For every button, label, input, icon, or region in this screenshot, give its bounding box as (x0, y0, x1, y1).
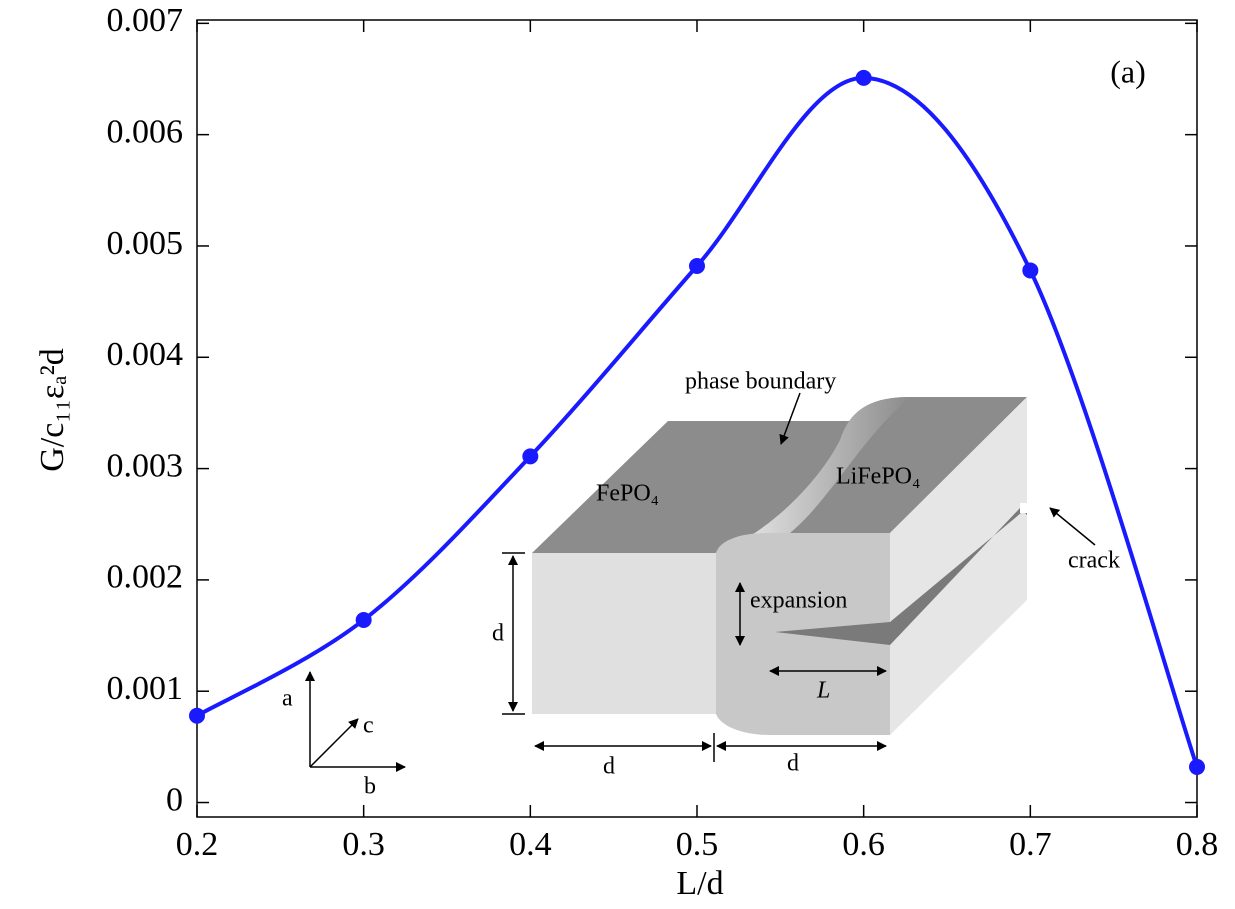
marker (522, 448, 539, 465)
x-axis-label: L/d (676, 865, 723, 902)
label: LiFePO₄ (836, 464, 920, 490)
y-tick-label: 0.006 (107, 113, 184, 150)
marker (689, 258, 705, 275)
left-front-face (532, 553, 716, 714)
marker (1189, 758, 1205, 775)
x-tick-label: 0.2 (176, 826, 219, 863)
x-tick-label: 0.8 (1176, 826, 1219, 863)
pointer-arrow (1049, 507, 1096, 546)
label: d (787, 751, 799, 777)
y-tick-label: 0 (166, 781, 183, 818)
label: d (603, 754, 615, 780)
y-axis-label: G/c₁₁εₐ²d (34, 348, 71, 472)
y-tick-label: 0.005 (107, 225, 184, 262)
label: phase boundary (685, 369, 836, 395)
marker (189, 707, 205, 724)
x-tick-label: 0.7 (1009, 826, 1052, 863)
annotation: (a) (1110, 53, 1146, 89)
x-tick-label: 0.5 (676, 826, 719, 863)
y-tick-label: 0.004 (107, 336, 184, 373)
y-tick-label: 0.001 (107, 670, 184, 707)
label: a (282, 686, 293, 712)
left-top-face (532, 421, 880, 553)
y-tick-label: 0.002 (107, 559, 184, 596)
axis-arrow (309, 718, 359, 768)
label: crack (1068, 548, 1120, 574)
label: b (364, 774, 376, 800)
boundary-bulge (716, 397, 910, 553)
pointer-arrow (779, 392, 801, 445)
x-tick-label: 0.4 (509, 826, 552, 863)
label: FePO₄ (596, 481, 659, 507)
line (196, 75, 1199, 768)
label: L (816, 678, 830, 704)
x-tick-label: 0.3 (342, 826, 385, 863)
label: d (492, 621, 504, 647)
y-tick-label: 0.003 (107, 447, 184, 484)
y-tick-label: 0.007 (107, 2, 184, 39)
marker (855, 69, 872, 86)
label: c (363, 713, 374, 739)
x-tick-label: 0.6 (842, 826, 885, 863)
marker (1022, 262, 1039, 279)
inset-diagram: phase boundary FePO₄ LiFePO₄ crack expan… (282, 369, 1120, 800)
label: expansion (750, 588, 847, 614)
crack-gap (775, 508, 1027, 645)
marker (355, 611, 372, 628)
